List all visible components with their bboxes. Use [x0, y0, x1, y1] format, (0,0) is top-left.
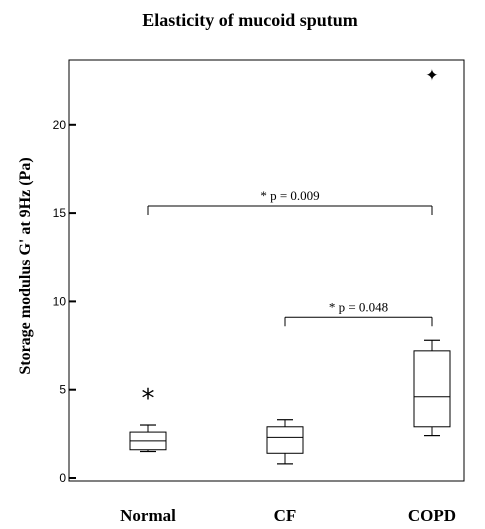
- x-category-label: COPD: [408, 506, 456, 525]
- y-tick-label: 5: [59, 383, 66, 397]
- box-normal: [129, 424, 167, 453]
- plot-frame: [68, 59, 465, 482]
- y-tick-label: 20: [53, 118, 67, 132]
- x-axis: Normal CF COPD: [120, 506, 456, 525]
- x-category-label: Normal: [120, 506, 176, 525]
- significance-bracket: * p = 0.048: [284, 299, 433, 327]
- y-tick-label: 0: [59, 471, 66, 485]
- outlier-points: *✦: [142, 65, 439, 414]
- x-category-label: CF: [274, 506, 297, 525]
- outlier-copd: ✦: [425, 65, 438, 84]
- significance-label: * p = 0.048: [329, 299, 388, 314]
- box-copd: [413, 339, 451, 437]
- significance-label: * p = 0.009: [260, 188, 319, 203]
- box-plots: [129, 339, 451, 465]
- box-cf: [266, 419, 304, 465]
- y-tick-label: 15: [53, 206, 67, 220]
- outlier-normal: *: [142, 384, 155, 414]
- y-axis: 0 5 10 15 20: [53, 118, 76, 485]
- box-iqr: [266, 426, 304, 454]
- y-tick-label: 10: [53, 294, 67, 308]
- y-axis-label: Storage modulus G' at 9Hz (Pa): [17, 157, 34, 374]
- chart-title: Elasticity of mucoid sputum: [142, 10, 358, 30]
- significance-bracket: * p = 0.009: [147, 188, 433, 216]
- significance-annotations: * p = 0.009 * p = 0.048: [147, 188, 433, 327]
- box-iqr: [413, 350, 451, 428]
